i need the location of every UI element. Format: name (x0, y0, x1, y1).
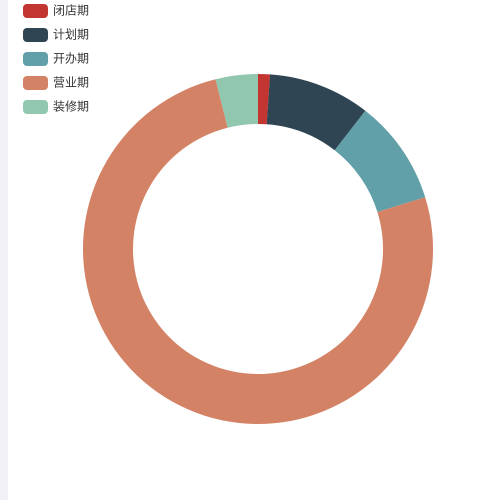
donut-slice (258, 74, 271, 125)
donut-slice (266, 74, 366, 151)
donut-slice (215, 74, 258, 128)
donut-slice (334, 110, 426, 213)
legend-swatch[interactable] (23, 100, 48, 114)
legend-swatch[interactable] (23, 28, 48, 42)
legend-label[interactable]: 闭店期 (53, 4, 89, 18)
legend-swatch[interactable] (23, 4, 48, 18)
legend-swatch[interactable] (23, 52, 48, 66)
legend-label[interactable]: 开办期 (53, 51, 89, 66)
legend-swatch[interactable] (23, 76, 48, 90)
legend-label[interactable]: 计划期 (53, 28, 89, 42)
side-strip (0, 0, 8, 500)
legend-label[interactable]: 装修期 (53, 99, 89, 114)
legend-label[interactable]: 营业期 (53, 76, 89, 90)
